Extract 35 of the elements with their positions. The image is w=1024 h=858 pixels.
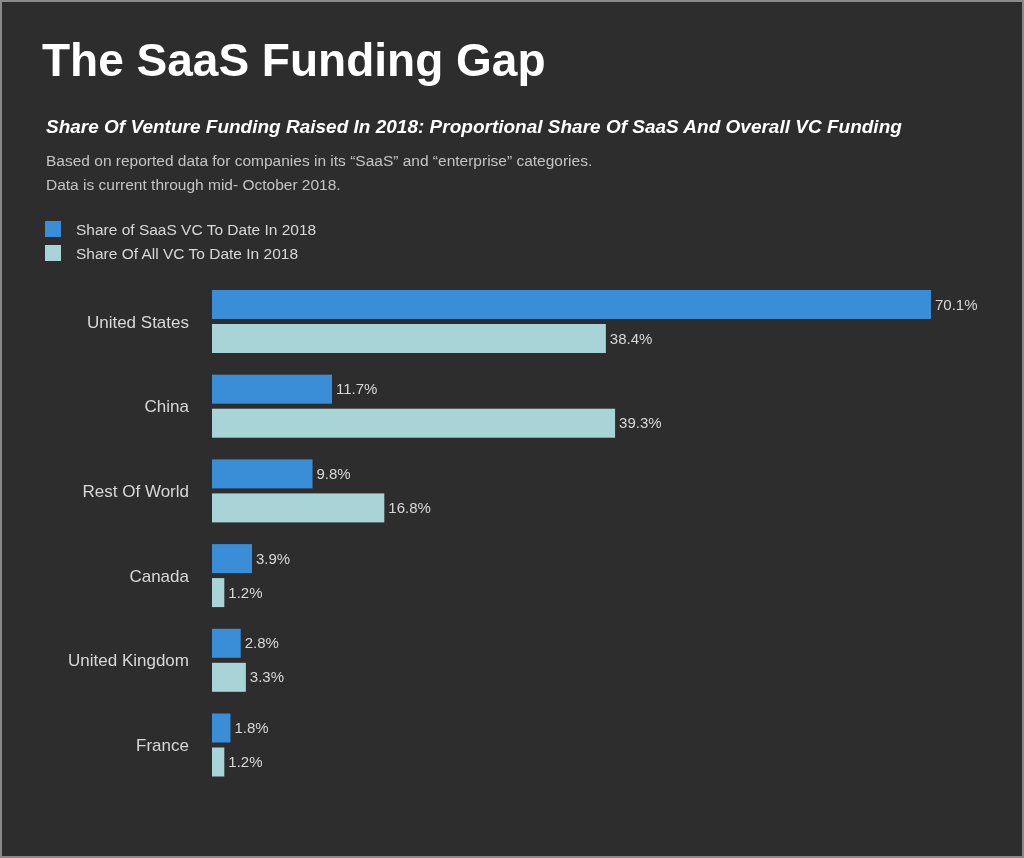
- bar: [212, 493, 385, 523]
- y-tick-label: China: [144, 397, 190, 417]
- y-tick-label: United States: [86, 312, 189, 332]
- data-label: 3.3%: [249, 668, 285, 686]
- bar: [212, 324, 606, 353]
- y-tick-label: Canada: [129, 566, 190, 586]
- bar: [212, 408, 616, 438]
- bar: [212, 544, 252, 574]
- bar: [212, 459, 313, 489]
- data-label: 39.3%: [619, 414, 662, 432]
- legend-label: Share Of All VC To Date In 2018: [76, 245, 299, 262]
- y-tick-label: Rest Of World: [82, 481, 189, 501]
- data-label: 70.1%: [935, 295, 978, 313]
- data-label: 1.2%: [228, 753, 263, 770]
- text: Based on reported data for companies in its “SaaS” and “enterprise” categories. Data is current through mid- October 2018.: [46, 152, 593, 193]
- data-label: 9.8%: [316, 464, 351, 482]
- legend-label: Share of SaaS VC To Date In 2018: [76, 221, 317, 238]
- data-label: 1.8%: [234, 719, 269, 736]
- bar: [212, 374, 332, 404]
- data-label: 2.8%: [244, 634, 279, 652]
- bar: [212, 662, 246, 692]
- data-label: 16.8%: [388, 498, 431, 516]
- data-label: 1.2%: [228, 583, 263, 601]
- data-label: 3.9%: [256, 549, 291, 567]
- data-label: 11.7%: [336, 380, 378, 398]
- y-tick-label: United Kingdom: [68, 651, 189, 671]
- bar: [212, 628, 241, 658]
- bar: [212, 747, 225, 777]
- chart-subtitle: Share Of Venture Funding Raised In 2018: Proportional Share Of SaaS And Overall VC Funding: [46, 116, 903, 137]
- bar: [212, 290, 931, 319]
- chart-title: The SaaS Funding Gap: [42, 34, 546, 86]
- bar: [212, 713, 231, 743]
- data-label: 38.4%: [609, 329, 653, 347]
- y-tick-label: France: [136, 736, 189, 755]
- bar: [212, 578, 225, 608]
